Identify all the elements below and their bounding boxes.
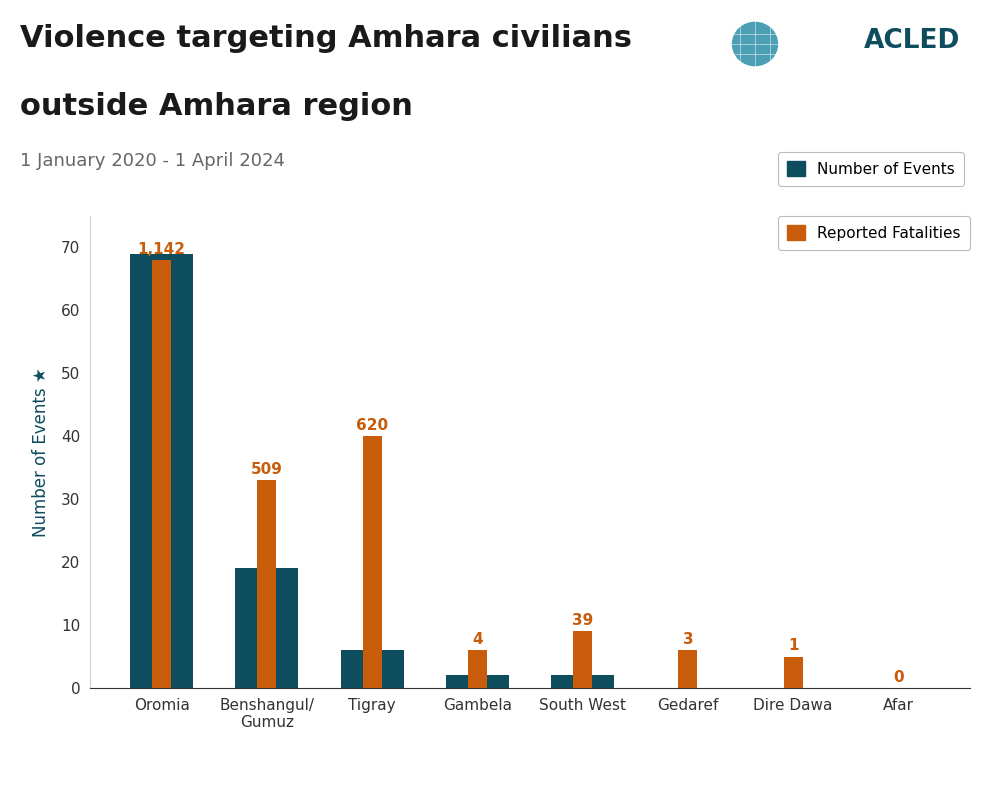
Text: 3: 3: [683, 632, 693, 647]
Bar: [152, 260, 171, 688]
Text: 1 January 2020 - 1 April 2024: 1 January 2020 - 1 April 2024: [20, 152, 285, 170]
Bar: [341, 650, 404, 688]
Circle shape: [732, 22, 778, 66]
Text: 4: 4: [472, 632, 483, 647]
Text: 1: 1: [788, 638, 798, 654]
Text: ACLED: ACLED: [864, 28, 960, 54]
Text: 39: 39: [572, 614, 593, 628]
Bar: [257, 480, 276, 688]
Text: 620: 620: [356, 418, 388, 433]
Bar: [235, 569, 298, 688]
Bar: [446, 675, 509, 688]
Text: 509: 509: [251, 462, 283, 477]
Text: outside Amhara region: outside Amhara region: [20, 92, 413, 121]
Bar: [551, 675, 614, 688]
Bar: [573, 631, 592, 688]
Bar: [678, 650, 697, 688]
Text: Violence targeting Amhara civilians: Violence targeting Amhara civilians: [20, 24, 632, 53]
Y-axis label: Number of Events ★: Number of Events ★: [32, 367, 50, 537]
Bar: [363, 436, 382, 688]
Legend: Reported Fatalities: Reported Fatalities: [778, 216, 970, 250]
Text: 0: 0: [893, 670, 904, 686]
Text: 1,142: 1,142: [138, 242, 186, 257]
Bar: [784, 657, 803, 688]
Bar: [130, 254, 193, 688]
Bar: [468, 650, 487, 688]
